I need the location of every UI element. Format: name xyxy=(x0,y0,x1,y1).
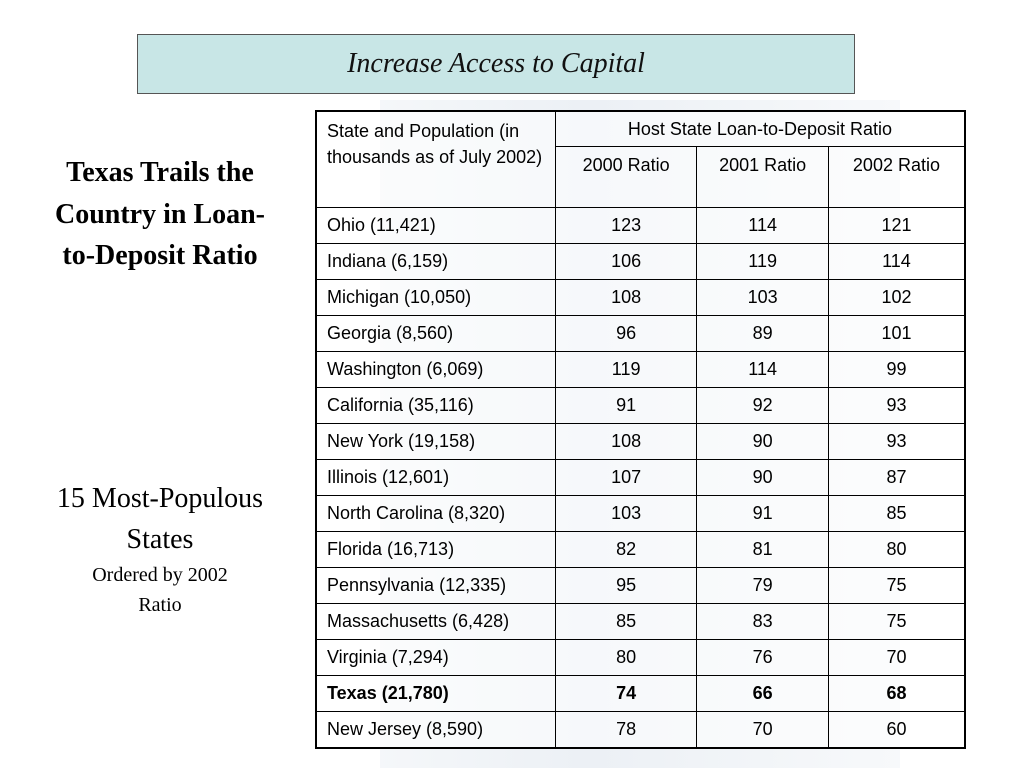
ratio-cell: 66 xyxy=(696,675,829,712)
ratio-cell: 121 xyxy=(827,207,966,244)
side-subheading: 15 Most-Populous States xyxy=(56,483,264,555)
ratio-cell: 93 xyxy=(827,387,966,424)
state-cell: Texas (21,780) xyxy=(315,675,556,712)
state-cell: Florida (16,713) xyxy=(315,531,556,568)
ratio-cell: 114 xyxy=(696,351,829,388)
ratio-cell: 106 xyxy=(554,243,698,280)
state-cell: Michigan (10,050) xyxy=(315,279,556,316)
ratio-cell: 75 xyxy=(827,603,966,640)
slide-title: Increase Access to Capital xyxy=(137,34,855,94)
ratio-cell: 90 xyxy=(696,459,829,496)
corner-header: State and Population (in thousands as of… xyxy=(315,110,556,208)
ratio-cell: 75 xyxy=(827,567,966,604)
data-row: California (35,116) 91 92 93 xyxy=(315,387,966,424)
column-header: 2001 Ratio xyxy=(696,146,829,208)
data-row: Michigan (10,050) 108 103 102 xyxy=(315,279,966,316)
ratio-cell: 70 xyxy=(827,639,966,676)
ratio-cell: 74 xyxy=(554,675,698,712)
ratio-cell: 91 xyxy=(696,495,829,532)
data-row: Pennsylvania (12,335) 95 79 75 xyxy=(315,567,966,604)
ratio-cell: 101 xyxy=(827,315,966,352)
state-cell: Washington (6,069) xyxy=(315,351,556,388)
state-cell: California (35,116) xyxy=(315,387,556,424)
ratio-cell: 91 xyxy=(554,387,698,424)
header-row: State and Population (in thousands as of… xyxy=(315,110,966,208)
state-cell: Ohio (11,421) xyxy=(315,207,556,244)
ratio-cell: 92 xyxy=(696,387,829,424)
column-header: 2002 Ratio xyxy=(827,146,966,208)
ratio-cell: 78 xyxy=(554,711,698,749)
state-cell: Georgia (8,560) xyxy=(315,315,556,352)
ratio-cell: 96 xyxy=(554,315,698,352)
data-row: North Carolina (8,320) 103 91 85 xyxy=(315,495,966,532)
ratio-cell: 80 xyxy=(827,531,966,568)
group-header: Host State Loan-to-Deposit Ratio xyxy=(554,110,966,147)
ratio-cell: 123 xyxy=(554,207,698,244)
ratio-cell: 85 xyxy=(827,495,966,532)
ratio-cell: 79 xyxy=(696,567,829,604)
ratio-cell: 70 xyxy=(696,711,829,749)
ratio-cell: 81 xyxy=(696,531,829,568)
ratio-cell: 103 xyxy=(696,279,829,316)
data-row: New Jersey (8,590) 78 70 60 xyxy=(315,711,966,749)
data-row: Indiana (6,159) 106 119 114 xyxy=(315,243,966,280)
ratio-cell: 93 xyxy=(827,423,966,460)
side-note: Ordered by 2002 Ratio xyxy=(92,564,228,616)
state-cell: New York (19,158) xyxy=(315,423,556,460)
ratio-cell: 107 xyxy=(554,459,698,496)
ratio-cell: 119 xyxy=(696,243,829,280)
ratio-cell: 95 xyxy=(554,567,698,604)
ratio-cell: 103 xyxy=(554,495,698,532)
state-cell: Illinois (12,601) xyxy=(315,459,556,496)
state-cell: North Carolina (8,320) xyxy=(315,495,556,532)
ratio-cell: 68 xyxy=(827,675,966,712)
side-heading: Texas Trails the Country in Loan-to-Depo… xyxy=(54,157,266,271)
ratio-cell: 108 xyxy=(554,423,698,460)
ratio-cell: 60 xyxy=(827,711,966,749)
ratio-cell: 83 xyxy=(696,603,829,640)
data-row: Ohio (11,421) 123 114 121 xyxy=(315,207,966,244)
data-row: Illinois (12,601) 107 90 87 xyxy=(315,459,966,496)
state-cell: Massachusetts (6,428) xyxy=(315,603,556,640)
ratio-cell: 87 xyxy=(827,459,966,496)
ratio-cell: 80 xyxy=(554,639,698,676)
state-cell: Virginia (7,294) xyxy=(315,639,556,676)
column-header: 2000 Ratio xyxy=(554,146,698,208)
ratio-cell: 82 xyxy=(554,531,698,568)
data-row: New York (19,158) 108 90 93 xyxy=(315,423,966,460)
ratio-cell: 90 xyxy=(696,423,829,460)
ratio-cell: 114 xyxy=(827,243,966,280)
data-row: Georgia (8,560) 96 89 101 xyxy=(315,315,966,352)
ratio-cell: 108 xyxy=(554,279,698,316)
ratio-cell: 114 xyxy=(696,207,829,244)
ratio-cell: 99 xyxy=(827,351,966,388)
data-row: Florida (16,713) 82 81 80 xyxy=(315,531,966,568)
ratio-cell: 89 xyxy=(696,315,829,352)
ratio-cell: 76 xyxy=(696,639,829,676)
header-row: 2000 Ratio 2001 Ratio 2002 Ratio xyxy=(316,146,966,208)
state-cell: Indiana (6,159) xyxy=(315,243,556,280)
ratio-cell: 85 xyxy=(554,603,698,640)
data-row: Massachusetts (6,428) 85 83 75 xyxy=(315,603,966,640)
data-row: Virginia (7,294) 80 76 70 xyxy=(315,639,966,676)
data-row: Washington (6,069) 119 114 99 xyxy=(315,351,966,388)
state-cell: New Jersey (8,590) xyxy=(315,711,556,749)
ratio-cell: 102 xyxy=(827,279,966,316)
data-row: Texas (21,780) 74 66 68 xyxy=(315,675,966,712)
ratio-cell: 119 xyxy=(554,351,698,388)
state-cell: Pennsylvania (12,335) xyxy=(315,567,556,604)
ratio-table: State and Population (in thousands as of… xyxy=(315,110,966,749)
